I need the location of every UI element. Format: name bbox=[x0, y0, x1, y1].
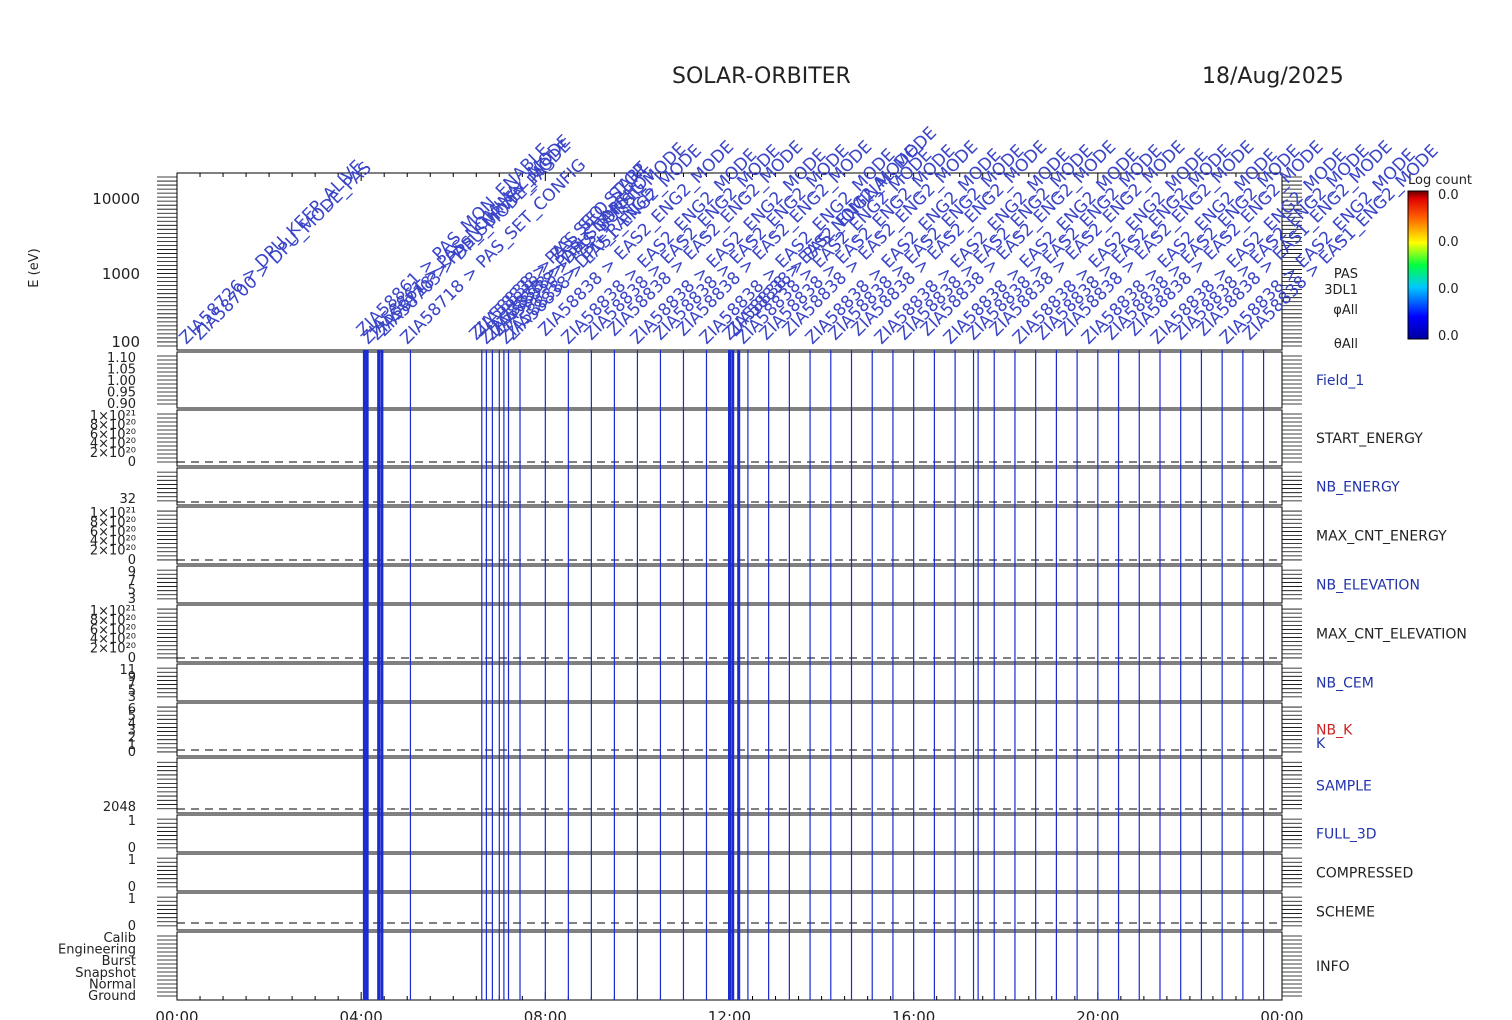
y-tick-label: 0 bbox=[128, 841, 136, 856]
y-tick-label: 1.05 bbox=[107, 363, 136, 378]
panel-name-nb_cem: NB_CEM bbox=[1316, 676, 1374, 692]
y-tick-label: 6 bbox=[128, 702, 136, 717]
energy-axis-label: E (eV) bbox=[27, 248, 42, 287]
y-tick-label: 9 bbox=[128, 565, 136, 580]
y-tick-label: 3 bbox=[128, 690, 136, 705]
y-tick-label: 4×10²⁰ bbox=[90, 632, 136, 647]
y-tick-label: Engineering bbox=[58, 943, 136, 958]
y-tick-label: 6×10²⁰ bbox=[90, 427, 136, 442]
colorbar-title: Log count bbox=[1408, 173, 1472, 188]
y-tick-label: 2048 bbox=[103, 800, 136, 815]
x-tick-label: 16:00 bbox=[892, 1008, 935, 1020]
x-tick-label: 20:00 bbox=[1076, 1008, 1119, 1020]
y-tick-label: 0 bbox=[128, 880, 136, 895]
y-tick-label: 8×10²⁰ bbox=[90, 515, 136, 530]
y-tick-label: 2×10²⁰ bbox=[90, 446, 136, 461]
y-tick-label: 1×10²¹ bbox=[90, 506, 136, 521]
y-tick-label: 1.00 bbox=[107, 374, 136, 389]
x-tick-label: 12:00 bbox=[708, 1008, 751, 1020]
spectrogram-right-label: PAS bbox=[1334, 267, 1358, 282]
y-tick-label: 1 bbox=[128, 738, 136, 753]
y-tick-label: 6×10²⁰ bbox=[90, 623, 136, 638]
y-tick-label: 9 bbox=[128, 670, 136, 685]
x-tick-label: 00:00 bbox=[1260, 1008, 1303, 1020]
colorbar-tick-label: 0.0 bbox=[1438, 235, 1459, 250]
command-annotation: ZIA58700 > DPU_MODE_PAS bbox=[189, 158, 375, 344]
spectrogram-right-label: θAll bbox=[1334, 337, 1358, 352]
y-tick-label: 5 bbox=[128, 709, 136, 724]
y-tick-label: 0 bbox=[128, 455, 136, 470]
y-tick-label: 7 bbox=[128, 677, 136, 692]
y-tick-label: 0 bbox=[128, 651, 136, 666]
y-tick-label: 100 bbox=[111, 333, 140, 351]
y-tick-label: 8×10²⁰ bbox=[90, 418, 136, 433]
y-tick-label: Calib bbox=[103, 931, 136, 946]
y-tick-label: 2 bbox=[128, 731, 136, 746]
y-tick-label: 1000 bbox=[102, 265, 140, 283]
y-tick-label: 0 bbox=[128, 745, 136, 760]
y-tick-label: 2×10²⁰ bbox=[90, 642, 136, 657]
y-tick-label: Burst bbox=[102, 954, 136, 969]
y-tick-label: 6×10²⁰ bbox=[90, 525, 136, 540]
colorbar-tick-label: 0.0 bbox=[1438, 282, 1459, 297]
panel-name-k: K bbox=[1316, 736, 1326, 752]
spectrogram-right-label: 3DL1 bbox=[1324, 283, 1358, 298]
panel-name-nb_k: NB_K bbox=[1316, 723, 1353, 739]
y-tick-label: 10000 bbox=[92, 190, 140, 208]
x-tick-label: 04:00 bbox=[340, 1008, 383, 1020]
panel-name-nb_elevation: NB_ELEVATION bbox=[1316, 578, 1420, 594]
y-tick-label: 4×10²⁰ bbox=[90, 437, 136, 452]
plot-title: SOLAR-ORBITER bbox=[672, 64, 851, 89]
y-tick-label: 5 bbox=[128, 683, 136, 698]
y-tick-label: Snapshot bbox=[75, 966, 136, 981]
y-tick-label: 3 bbox=[128, 592, 136, 607]
y-tick-label: 2×10²⁰ bbox=[90, 544, 136, 559]
y-tick-label: 0.90 bbox=[107, 397, 136, 412]
y-tick-label: 32 bbox=[119, 492, 136, 507]
y-tick-label: 0 bbox=[128, 553, 136, 568]
plot-date: 18/Aug/2025 bbox=[1202, 64, 1344, 89]
panel-name-info: INFO bbox=[1316, 959, 1350, 975]
x-tick-label: 00:00 bbox=[155, 1008, 198, 1020]
y-tick-label: 0 bbox=[128, 919, 136, 934]
y-tick-label: 1×10²¹ bbox=[90, 409, 136, 424]
panel-name-field_1: Field_1 bbox=[1316, 373, 1364, 389]
y-tick-label: 0.95 bbox=[107, 386, 136, 401]
y-tick-label: 3 bbox=[128, 724, 136, 739]
y-tick-label: 5 bbox=[128, 583, 136, 598]
panel-name-max_cnt_energy: MAX_CNT_ENERGY bbox=[1316, 529, 1447, 545]
y-tick-label: 1×10²¹ bbox=[90, 604, 136, 619]
colorbar-tick-label: 0.0 bbox=[1438, 329, 1459, 344]
y-tick-label: 1.10 bbox=[107, 351, 136, 366]
panel-name-max_cnt_elevation: MAX_CNT_ELEVATION bbox=[1316, 627, 1467, 643]
x-tick-label: 08:00 bbox=[524, 1008, 567, 1020]
y-tick-label: 1 bbox=[128, 814, 136, 829]
panel-name-full_3d: FULL_3D bbox=[1316, 827, 1377, 843]
panel-name-compressed: COMPRESSED bbox=[1316, 866, 1413, 882]
colorbar bbox=[1407, 190, 1429, 340]
y-tick-label: 4×10²⁰ bbox=[90, 534, 136, 549]
y-tick-label: 7 bbox=[128, 574, 136, 589]
colorbar-tick-label: 0.0 bbox=[1438, 188, 1459, 203]
y-tick-label: Ground bbox=[88, 989, 136, 1004]
panel-name-sample: SAMPLE bbox=[1316, 779, 1372, 795]
panel-name-start_energy: START_ENERGY bbox=[1316, 431, 1423, 447]
y-tick-label: 1 bbox=[128, 892, 136, 907]
y-tick-label: 11 bbox=[119, 663, 136, 678]
y-tick-label: 8×10²⁰ bbox=[90, 613, 136, 628]
y-tick-label: Normal bbox=[89, 977, 136, 992]
y-tick-label: 1 bbox=[128, 853, 136, 868]
panel-name-nb_energy: NB_ENERGY bbox=[1316, 480, 1400, 496]
spectrogram-right-label: φAll bbox=[1333, 303, 1358, 318]
y-tick-label: 4 bbox=[128, 716, 136, 731]
panel-name-scheme: SCHEME bbox=[1316, 905, 1375, 921]
